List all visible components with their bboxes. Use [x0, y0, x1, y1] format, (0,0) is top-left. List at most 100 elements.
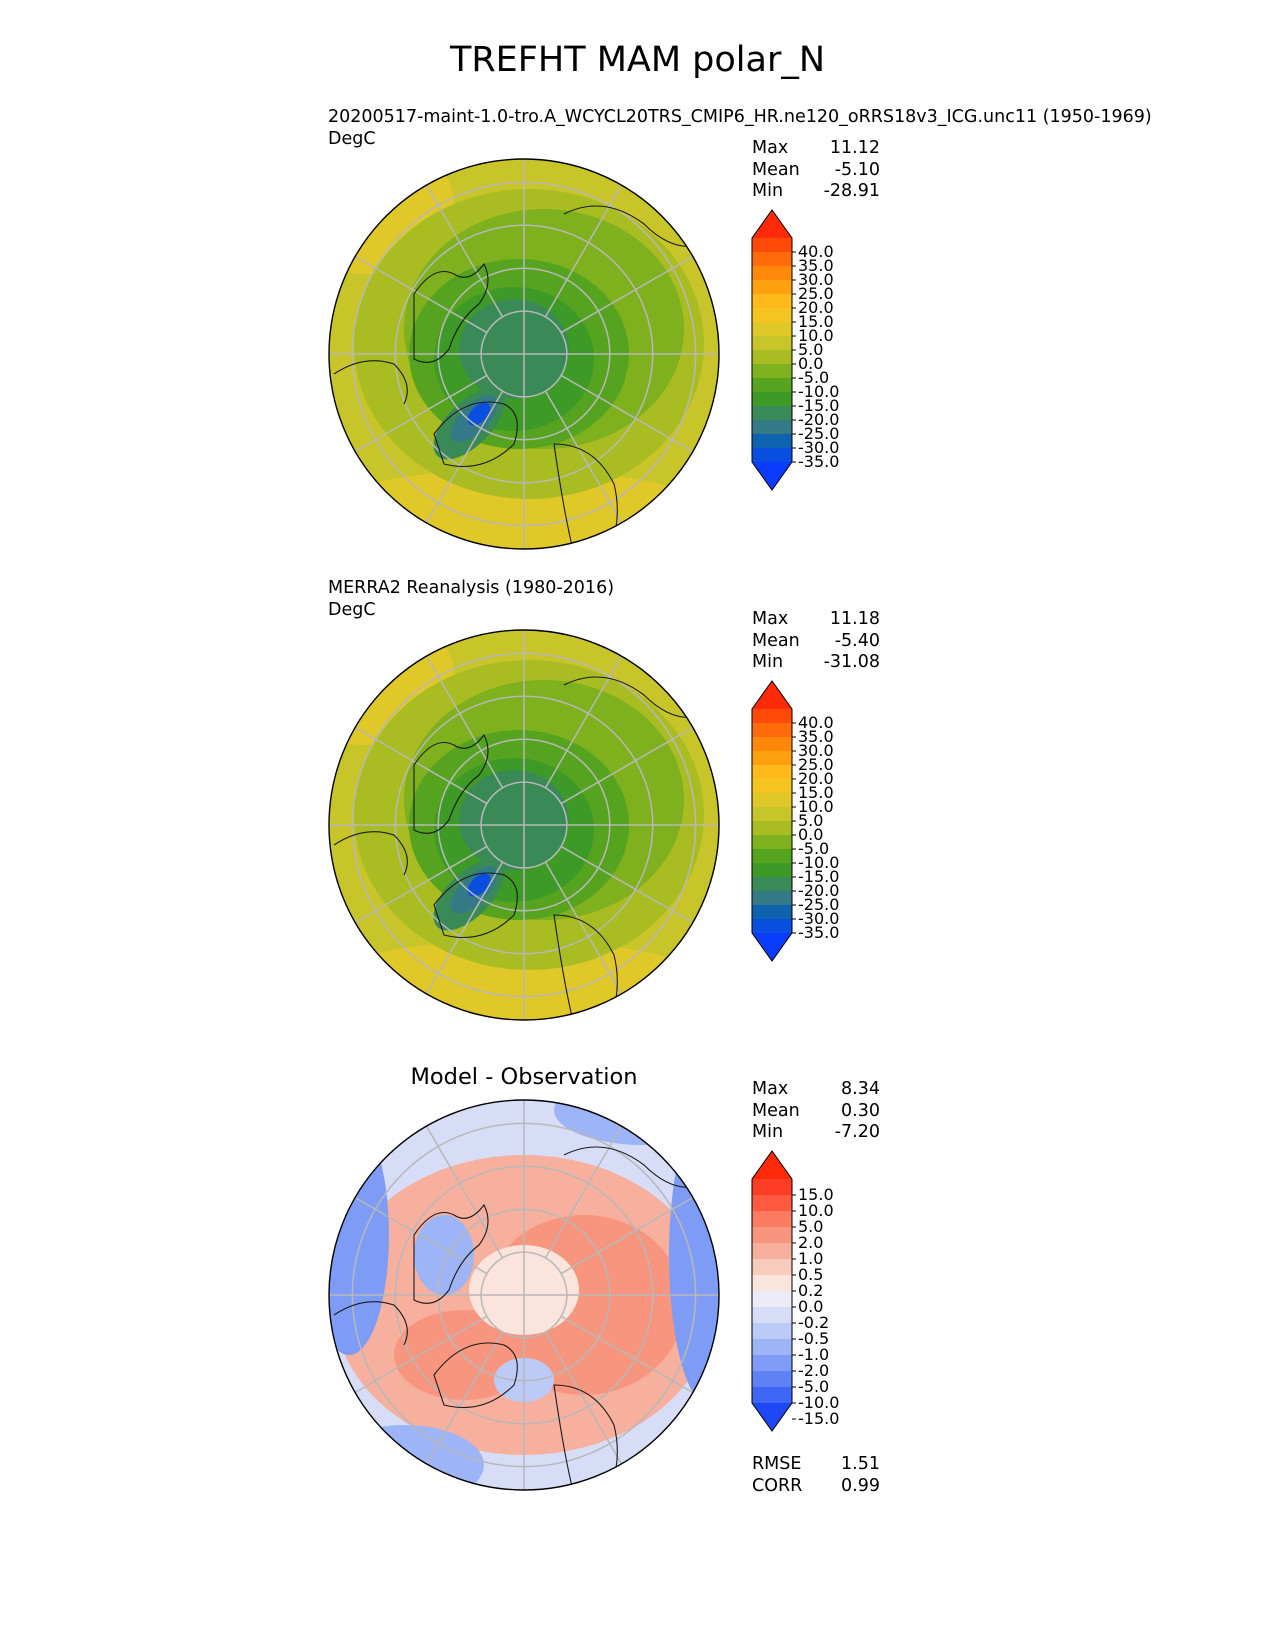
colorbar-tick-label: -30.0 [798, 438, 839, 457]
colorbar-extend-max [752, 210, 792, 238]
colorbar-tick-label: -10.0 [798, 853, 839, 872]
colorbar-tick-label: 25.0 [798, 755, 834, 774]
colorbar-tick-label: -0.2 [798, 1313, 829, 1332]
stat-corr-row: CORR 0.99 [752, 1475, 880, 1496]
colorbar-extend-max [752, 1151, 792, 1179]
colorbar-tick-label: -35.0 [798, 923, 839, 942]
colorbar-segment [752, 420, 792, 435]
coastline [563, 676, 705, 719]
colorbar-extend-min [752, 462, 792, 490]
colorbar-segment [752, 877, 792, 892]
colorbar-segment [752, 737, 792, 752]
meridian-line [354, 1315, 488, 1394]
meridian-line [425, 1331, 504, 1465]
colorbar-segment [752, 336, 792, 351]
panel1-units: DegC [328, 129, 376, 149]
meridian-line [560, 374, 694, 453]
meridian-line [354, 255, 488, 334]
colorbar-segment [752, 1371, 792, 1388]
meridian-line [354, 374, 488, 453]
colorbar-segment [752, 1275, 792, 1292]
colorbar-segment [752, 709, 792, 724]
panel3-colorbar: 15.010.05.02.01.00.50.20.0-0.2-0.5-1.0-2… [751, 1150, 839, 1432]
colorbar-tick-label: 5.0 [798, 811, 823, 830]
colorbar-tick-label: -2.0 [798, 1361, 829, 1380]
map-boundary [328, 1099, 720, 1491]
stat-mean-row: Mean -5.40 [752, 630, 880, 651]
colorbar-tick-label: -20.0 [798, 881, 839, 900]
colorbar-tick-label: 40.0 [798, 242, 834, 261]
colorbar-segment [752, 322, 792, 337]
colorbar-segment [752, 378, 792, 393]
colorbar-segment [752, 266, 792, 281]
colorbar-tick-label: 40.0 [798, 713, 834, 732]
colorbar-segment [752, 723, 792, 738]
colorbar-tick-label: 1.0 [798, 1249, 823, 1268]
colorbar-tick-label: -10.0 [798, 1393, 839, 1412]
colorbar-tick-label: -25.0 [798, 424, 839, 443]
colorbar-tick-label: -15.0 [798, 396, 839, 415]
colorbar-tick-label: 35.0 [798, 256, 834, 275]
colorbar-tick-label: 30.0 [798, 270, 834, 289]
meridian-line [560, 845, 694, 924]
colorbar-segment [752, 863, 792, 878]
panel3-polar-map [328, 1099, 720, 1491]
field-contour [329, 1115, 389, 1355]
colorbar-tick-label: 25.0 [798, 284, 834, 303]
meridian-line [560, 255, 694, 334]
coastline [553, 443, 618, 549]
panel1-polar-map [328, 158, 720, 550]
colorbar-segment [752, 793, 792, 808]
coastline [413, 1203, 489, 1304]
coastline [413, 262, 489, 363]
colorbar-segment [752, 238, 792, 253]
panel2-units: DegC [328, 600, 376, 620]
stat-min-row: Min -7.20 [752, 1122, 880, 1142]
colorbar-tick-label: -5.0 [798, 839, 829, 858]
colorbar-tick-label: 0.0 [798, 825, 823, 844]
meridian-line [354, 1196, 488, 1275]
colorbar-segment [752, 1323, 792, 1340]
stat-max-row: Max 11.18 [752, 609, 880, 629]
stat-min-row: Min -31.08 [752, 652, 880, 672]
stat-mean-row: Mean 0.30 [752, 1100, 880, 1121]
panel2-polar-map [328, 629, 720, 1021]
coastline [563, 1146, 705, 1189]
colorbar-tick-label: -15.0 [798, 867, 839, 886]
panel3-extra-stats: RMSE 1.51 CORR 0.99 [752, 1454, 880, 1497]
meridian-line [544, 861, 623, 995]
meridian-line [425, 390, 504, 524]
colorbar-tick-label: 15.0 [798, 783, 834, 802]
colorbar-tick-label: -15.0 [798, 1409, 839, 1428]
colorbar-tick-label: -25.0 [798, 895, 839, 914]
meridian-line [544, 1331, 623, 1465]
field-contour [414, 1215, 474, 1295]
meridian-line [425, 184, 504, 318]
colorbar-tick-label: 5.0 [798, 1217, 823, 1236]
colorbar-segment [752, 835, 792, 850]
meridian-line [425, 655, 504, 789]
colorbar-tick-label: 0.5 [798, 1265, 823, 1284]
colorbar-tick-label: 10.0 [798, 326, 834, 345]
colorbar-extend-min [752, 1403, 792, 1431]
colorbar-tick-label: 15.0 [798, 312, 834, 331]
colorbar-tick-label: -10.0 [798, 382, 839, 401]
colorbar-tick-label: -0.5 [798, 1329, 829, 1348]
colorbar-segment [752, 1211, 792, 1228]
colorbar-segment [752, 751, 792, 766]
colorbar-segment [752, 1259, 792, 1276]
colorbar-segment [752, 1195, 792, 1212]
colorbar-segment [752, 1339, 792, 1356]
colorbar-tick-label: 35.0 [798, 727, 834, 746]
coastline [433, 401, 518, 468]
coastline [553, 914, 618, 1020]
colorbar-segment [752, 1227, 792, 1244]
field-contour [329, 1425, 484, 1490]
colorbar-tick-label: -5.0 [798, 1377, 829, 1396]
meridian-line [425, 861, 504, 995]
panel3-stats: Max 8.34 Mean 0.30 Min -7.20 [752, 1079, 880, 1144]
field-contour [467, 873, 491, 897]
colorbar-segment [752, 765, 792, 780]
colorbar-tick-label: -30.0 [798, 909, 839, 928]
colorbar-segment [752, 807, 792, 822]
